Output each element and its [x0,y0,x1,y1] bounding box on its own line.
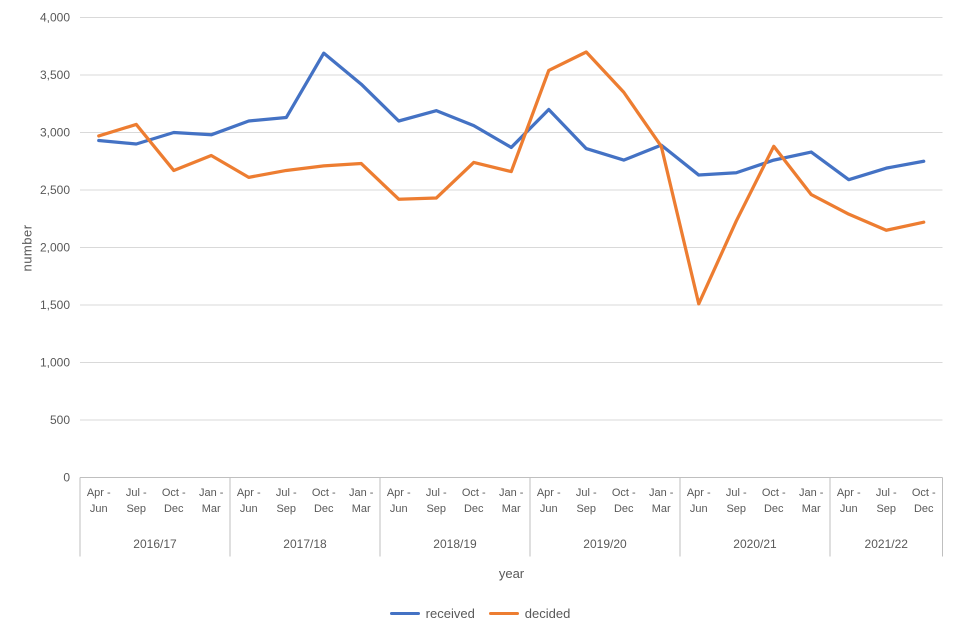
legend-label-received: received [425,606,475,621]
x-quarter-label: Oct -Dec [762,487,786,515]
y-tick-label: 4,000 [40,11,70,25]
legend-label-decided: decided [524,606,571,621]
legend-item-decided: decided [488,606,571,621]
x-quarter-label: Oct -Dec [462,487,486,515]
x-year-label: 2017/18 [283,537,327,551]
x-quarter-label: Apr -Jun [687,487,711,515]
x-year-label: 2016/17 [133,537,177,551]
y-tick-label: 0 [63,471,70,485]
series-line-received [97,51,926,182]
x-quarter-label: Jul -Sep [126,487,147,515]
x-year-label: 2019/20 [583,537,627,551]
x-quarter-label: Oct -Dec [312,487,336,515]
x-quarter-label: Jul -Sep [726,487,747,515]
legend-item-received: received [389,606,475,621]
x-year-label: 2018/19 [433,537,477,551]
x-quarter-label: Jan -Mar [349,487,374,515]
series-line-decided [97,50,926,306]
x-quarter-label: Jan -Mar [649,487,674,515]
legend: received decided [0,606,960,621]
x-quarter-label: Oct -Dec [912,487,936,515]
x-year-label: 2021/22 [865,537,909,551]
x-quarter-label: Jan -Mar [199,487,224,515]
x-quarter-label: Apr -Jun [87,487,111,515]
legend-swatch-received [389,612,420,615]
x-quarter-label: Apr -Jun [537,487,561,515]
x-quarter-label: Jan -Mar [499,487,524,515]
x-quarter-label: Jul -Sep [876,487,897,515]
x-axis-title: year [498,566,525,581]
y-tick-label: 3,000 [40,126,70,140]
y-tick-label: 1,000 [40,356,70,370]
x-quarter-label: Jan -Mar [799,487,824,515]
x-quarter-label: Jul -Sep [276,487,297,515]
y-tick-label: 2,000 [40,241,70,255]
y-axis-title: number [19,224,35,272]
x-quarter-label: Oct -Dec [612,487,636,515]
x-quarter-label: Apr -Jun [237,487,261,515]
x-quarter-label: Jul -Sep [426,487,447,515]
legend-swatch-decided [488,612,519,615]
y-tick-label: 2,500 [40,183,70,197]
x-quarter-label: Apr -Jun [387,487,411,515]
x-quarter-label: Jul -Sep [576,487,597,515]
x-quarter-label: Apr -Jun [837,487,861,515]
x-quarter-label: Oct -Dec [162,487,186,515]
x-year-label: 2020/21 [733,537,777,551]
y-tick-label: 1,500 [40,298,70,312]
y-tick-label: 500 [50,413,70,427]
y-tick-label: 3,500 [40,68,70,82]
